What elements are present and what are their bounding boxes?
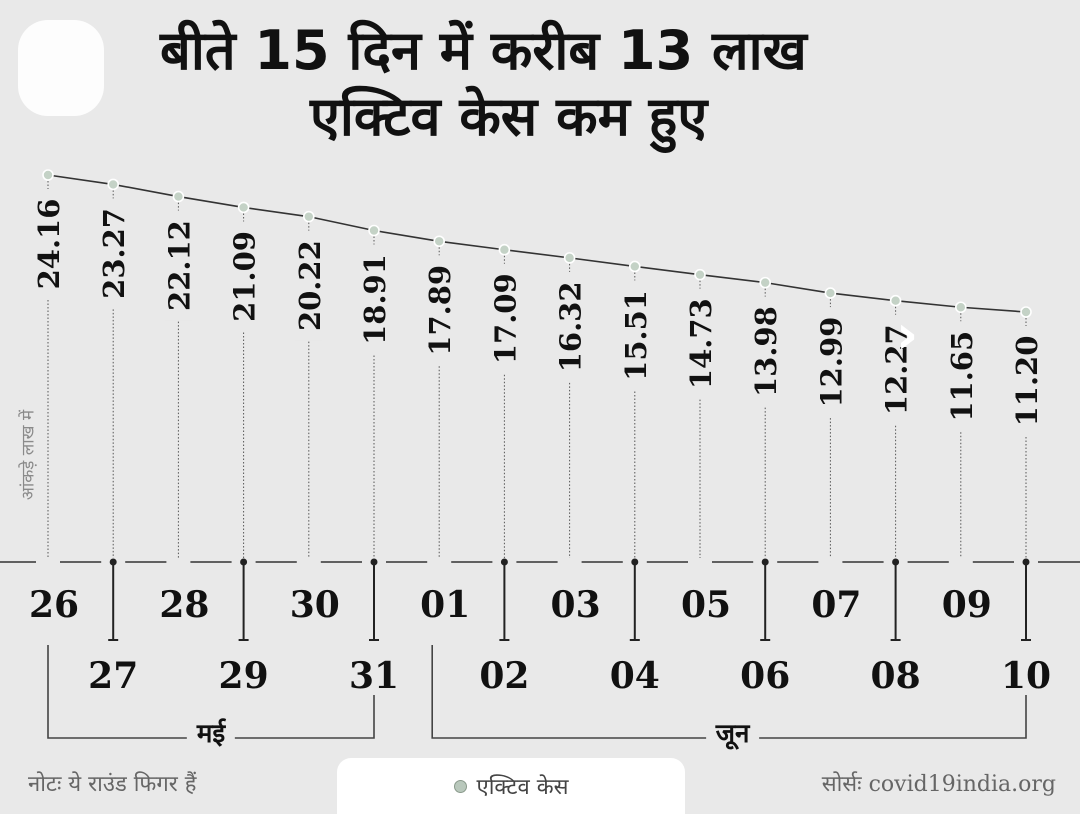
- x-tick-label: 31: [349, 655, 399, 697]
- date-tick-dot: [892, 558, 900, 566]
- chart-title: बीते 15 दिन में करीब 13 लाख एक्टिव केस क…: [160, 18, 1060, 150]
- x-tick-label: 04: [610, 655, 660, 697]
- data-label: 22.12: [162, 220, 196, 311]
- data-label-bg: [490, 263, 519, 374]
- data-label-bg: [360, 244, 388, 355]
- data-label: 17.89: [423, 265, 457, 356]
- data-point: [694, 268, 706, 281]
- data-point: [954, 301, 967, 314]
- x-tick-label: 03: [551, 584, 601, 626]
- series-line: [47, 174, 1027, 313]
- data-label: 16.32: [554, 281, 588, 372]
- chart-title-line-2: एक्टिव केस कम हुए: [310, 85, 708, 148]
- data-label: 12.27: [880, 324, 914, 415]
- data-label-bg: [34, 189, 62, 299]
- chevron-right-icon[interactable]: ›: [896, 303, 919, 366]
- x-tick-label: 01: [420, 584, 470, 626]
- data-point: [563, 252, 576, 264]
- month-label-may: मई: [186, 714, 236, 750]
- data-label-bg: [99, 198, 128, 309]
- date-tick-dot: [761, 558, 769, 566]
- date-tick-dot: [109, 558, 117, 566]
- date-tick-dot: [500, 558, 508, 566]
- data-label-bg: [686, 288, 714, 399]
- chart-title-line-1: बीते 15 दिन में करीब 13 लाख: [160, 19, 807, 82]
- data-label: 18.91: [358, 254, 392, 345]
- x-tick-label: 06: [740, 655, 790, 697]
- x-tick-label: 26: [29, 584, 79, 626]
- data-label: 14.73: [684, 298, 718, 389]
- x-tick-label: 05: [681, 584, 731, 626]
- x-tick-label: 07: [811, 584, 861, 626]
- data-point: [172, 190, 185, 203]
- source-credit: सोर्सः covid19india.org: [822, 768, 1056, 798]
- data-point: [498, 243, 511, 256]
- data-point: [433, 235, 446, 248]
- data-label-bg: [816, 307, 845, 418]
- x-tick-label: 28: [159, 584, 209, 626]
- data-label-bg: [751, 296, 780, 407]
- data-point: [107, 178, 119, 191]
- date-tick-dot: [631, 558, 639, 566]
- data-point: [1020, 306, 1032, 318]
- data-label: 11.20: [1010, 336, 1044, 427]
- data-label-bg: [555, 271, 584, 382]
- data-label: 17.09: [488, 273, 522, 364]
- date-tick-dot: [370, 558, 378, 566]
- data-label-bg: [164, 210, 193, 321]
- data-label: 23.27: [97, 208, 131, 299]
- data-label-bg: [881, 314, 910, 425]
- data-label: 24.16: [32, 199, 66, 290]
- data-label-bg: [946, 321, 975, 432]
- data-label: 15.51: [619, 290, 653, 381]
- data-label: 20.22: [293, 240, 327, 331]
- source-value: covid19india.org: [868, 772, 1056, 797]
- date-tick-dot: [1022, 558, 1030, 566]
- month-label-june: जून: [705, 714, 760, 750]
- legend-marker: [453, 779, 467, 793]
- x-tick-label: 30: [290, 584, 340, 626]
- data-label: 12.99: [814, 317, 848, 408]
- data-point: [628, 260, 641, 273]
- data-label-bg: [425, 255, 454, 366]
- x-tick-label: 02: [479, 655, 529, 697]
- data-label: 21.09: [228, 231, 262, 322]
- legend: एक्टिव केस: [337, 758, 685, 814]
- data-point: [237, 201, 250, 214]
- source-label: सोर्सः: [821, 772, 862, 797]
- data-point: [824, 287, 837, 299]
- data-point: [302, 210, 315, 223]
- data-point: [42, 169, 54, 181]
- data-label: 13.98: [749, 306, 783, 397]
- newspaper-logo: [18, 20, 104, 116]
- legend-label: एक्टिव केस: [476, 775, 569, 800]
- data-point: [368, 224, 380, 237]
- x-tick-label: 09: [942, 584, 992, 626]
- x-tick-label: 08: [871, 655, 921, 697]
- data-label-bg: [294, 230, 323, 341]
- data-label-bg: [620, 280, 649, 391]
- data-point: [889, 294, 902, 307]
- data-point: [759, 276, 772, 289]
- data-label-bg: [229, 221, 258, 332]
- x-tick-label: 27: [88, 655, 138, 697]
- date-tick-dot: [240, 558, 248, 566]
- footnote: नोटः ये राउंड फिगर हैं: [28, 772, 197, 797]
- data-label-bg: [1012, 326, 1040, 436]
- x-tick-label: 29: [219, 655, 269, 697]
- x-tick-label: 10: [1001, 655, 1051, 697]
- data-label: 11.65: [945, 331, 979, 422]
